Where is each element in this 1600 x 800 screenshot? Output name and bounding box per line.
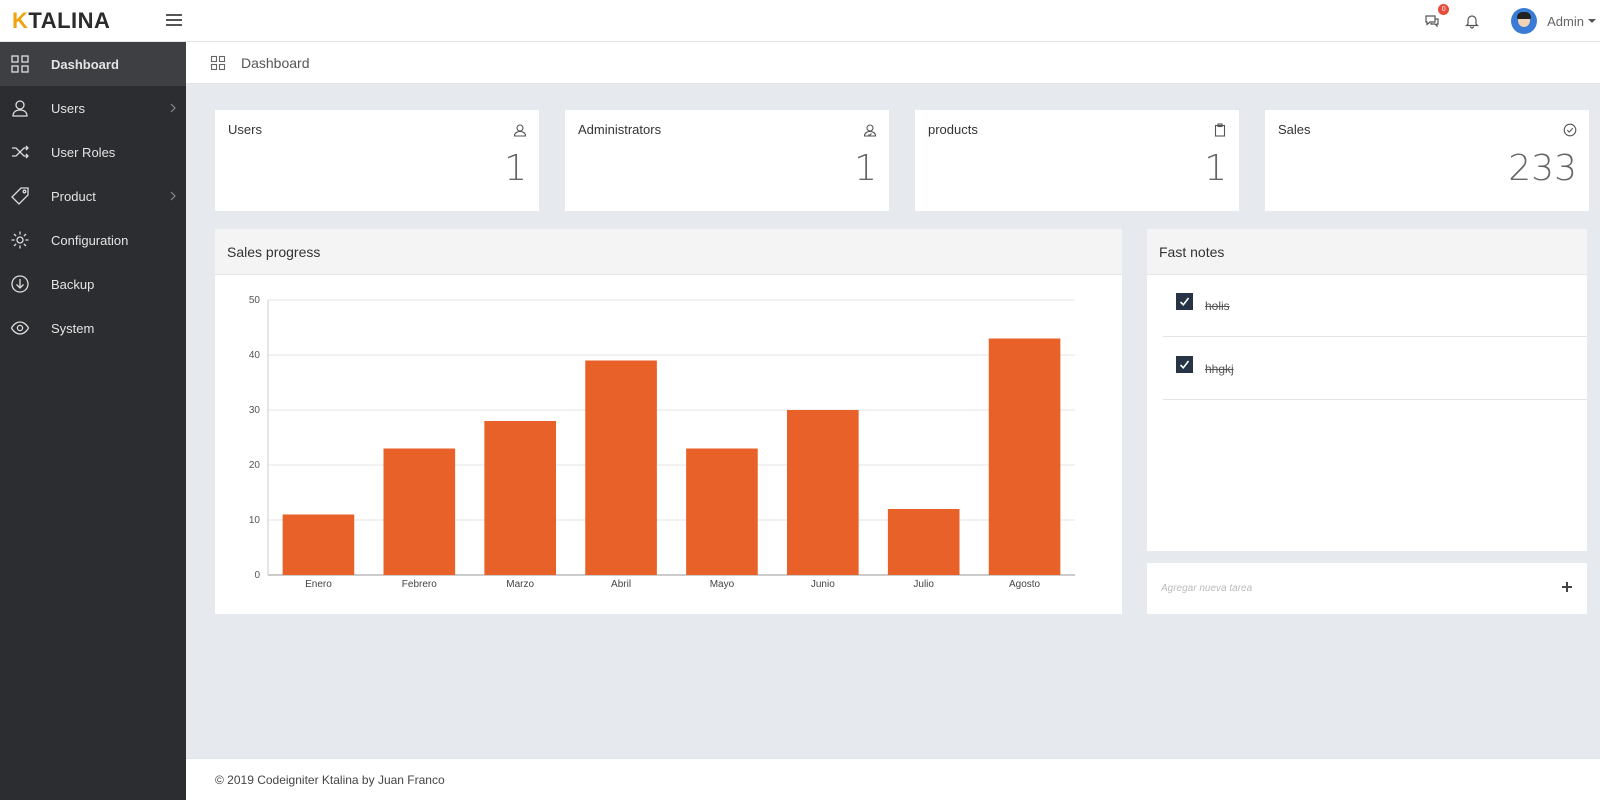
user-outline-icon (513, 124, 527, 137)
sidebar-item-label: Configuration (51, 232, 129, 248)
download-circle-icon (11, 275, 29, 293)
x-tick-label: Abril (611, 579, 631, 590)
y-tick-label: 20 (249, 460, 261, 471)
sales-bar-chart: 0 10 20 30 40 50 Enero Febrero Marzo Abril Mayo Jun… (249, 295, 1075, 590)
stat-card-sales[interactable]: Sales 233 (1265, 110, 1589, 211)
sidebar-item-users[interactable]: Users (0, 86, 186, 130)
page-title: Dashboard (241, 54, 310, 71)
stat-card-products[interactable]: products 1 (915, 110, 1239, 211)
brand-logo-text: TALINA (28, 8, 111, 33)
new-task-input[interactable] (1161, 577, 1541, 599)
panel-header: Sales progress (215, 229, 1122, 275)
stat-label: Users (228, 122, 262, 137)
dashboard-grid-icon (210, 55, 226, 71)
list-item: holis (1163, 275, 1587, 337)
y-tick-label: 30 (249, 405, 261, 416)
sidebar-item-user-roles[interactable]: User Roles (0, 130, 186, 174)
chart-bar (686, 448, 758, 575)
chevron-right-icon (170, 191, 176, 201)
stat-card-users[interactable]: Users 1 (215, 110, 539, 211)
list-item: hhgkj (1163, 338, 1587, 400)
plus-icon[interactable] (1561, 581, 1573, 593)
eye-icon (10, 321, 30, 335)
sidebar-item-system[interactable]: System (0, 306, 186, 350)
chevron-right-icon (170, 103, 176, 113)
note-checkbox[interactable] (1176, 356, 1193, 373)
sidebar: Dashboard Users User Roles Product Confi… (0, 42, 186, 800)
sidebar-item-product[interactable]: Product (0, 174, 186, 218)
gear-icon (11, 231, 29, 249)
shuffle-icon (12, 145, 29, 159)
brand-logo-letter: K (12, 8, 29, 33)
sidebar-item-configuration[interactable]: Configuration (0, 218, 186, 262)
check-circle-icon (1563, 123, 1577, 137)
y-tick-label: 40 (249, 350, 261, 361)
sidebar-item-backup[interactable]: Backup (0, 262, 186, 306)
messages-badge: 0 (1438, 4, 1450, 15)
x-tick-label: Junio (811, 579, 835, 590)
sidebar-item-dashboard[interactable]: Dashboard (0, 42, 186, 86)
fast-notes-panel: Fast notes holis hhgkj (1147, 229, 1587, 551)
user-name: Admin (1547, 13, 1584, 29)
note-text: hhgkj (1205, 361, 1234, 376)
avatar[interactable] (1511, 8, 1538, 34)
top-navbar: K TALINA 0 Admin (0, 0, 1600, 42)
chart-bar (988, 338, 1061, 575)
x-tick-label: Agosto (1009, 579, 1041, 590)
stat-label: Sales (1278, 122, 1311, 137)
stat-label: Administrators (578, 122, 662, 137)
panel-title: Sales progress (227, 243, 321, 260)
x-tick-label: Enero (305, 579, 332, 590)
chart-bar (383, 448, 456, 575)
x-tick-label: Mayo (710, 579, 735, 590)
stat-value: 1 (1204, 148, 1227, 189)
clipboard-icon (1214, 123, 1226, 137)
bell-icon[interactable] (1461, 10, 1483, 32)
x-tick-label: Marzo (506, 579, 534, 590)
sidebar-item-label: User Roles (51, 144, 116, 160)
y-tick-label: 50 (249, 295, 261, 306)
sidebar-item-label: System (51, 320, 95, 336)
breadcrumb: Dashboard (186, 42, 1600, 84)
y-tick-label: 0 (254, 570, 260, 581)
stat-value: 1 (504, 148, 527, 189)
sales-progress-panel: Sales progress 0 10 20 30 40 50 Enero Febrero Ma… (215, 229, 1122, 614)
y-tick-label: 10 (249, 515, 261, 526)
x-tick-label: Julio (913, 579, 934, 590)
stat-value: 233 (1508, 148, 1577, 189)
top-right-actions: 0 Admin (1421, 0, 1600, 42)
panel-title: Fast notes (1159, 243, 1225, 260)
chart-bar (787, 410, 859, 575)
user-menu[interactable]: Admin (1547, 14, 1600, 29)
messages-icon[interactable]: 0 (1421, 4, 1450, 32)
menu-toggle-icon[interactable] (166, 12, 182, 28)
sidebar-item-label: Users (51, 100, 85, 116)
chart-bar (585, 360, 657, 575)
stat-label: products (928, 122, 978, 137)
chart-bar (484, 421, 556, 575)
brand-logo[interactable]: K TALINA (12, 8, 111, 33)
tag-icon (11, 187, 29, 205)
sidebar-item-label: Backup (51, 276, 95, 292)
panel-header: Fast notes (1147, 229, 1587, 275)
footer-text: © 2019 Codeigniter Ktalina by Juan Franc… (215, 772, 445, 787)
chart-bar (282, 514, 355, 575)
add-task-form (1147, 563, 1587, 614)
footer: © 2019 Codeigniter Ktalina by Juan Franc… (186, 758, 1600, 800)
note-text: holis (1205, 298, 1230, 313)
chart-bar (887, 509, 960, 575)
note-checkbox[interactable] (1176, 293, 1193, 310)
user-icon (12, 100, 28, 117)
stat-value: 1 (854, 148, 877, 189)
admin-user-icon (863, 124, 877, 137)
sidebar-item-label: Dashboard (51, 56, 119, 72)
sidebar-item-label: Product (51, 188, 96, 204)
chevron-down-icon (1588, 19, 1596, 23)
x-tick-label: Febrero (402, 579, 437, 590)
dashboard-grid-icon (11, 55, 29, 73)
stat-card-administrators[interactable]: Administrators 1 (565, 110, 889, 211)
